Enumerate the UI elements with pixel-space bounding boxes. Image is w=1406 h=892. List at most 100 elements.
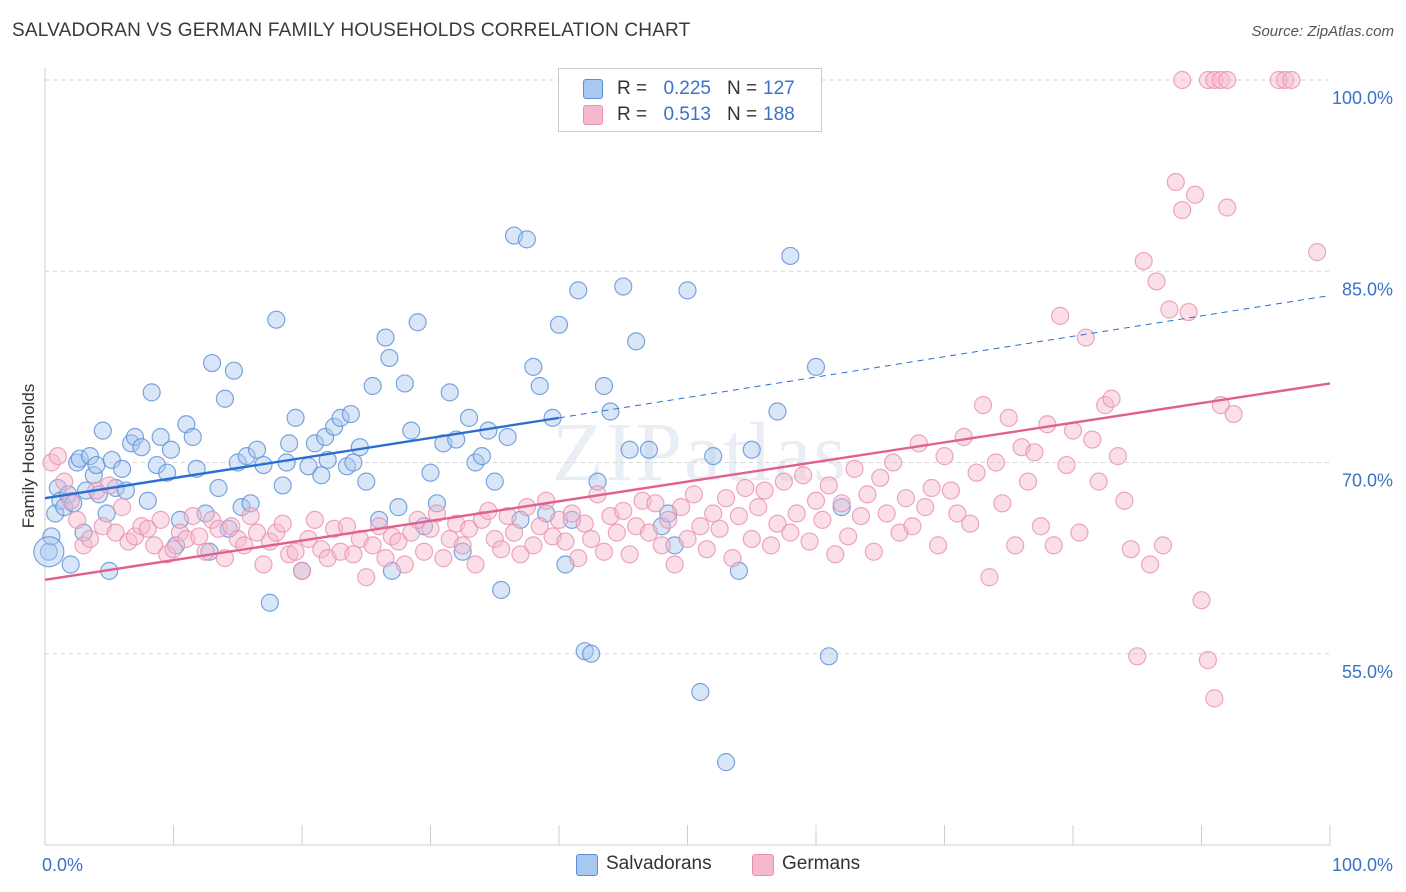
data-point	[562, 504, 581, 523]
data-point	[806, 491, 826, 510]
data-point	[1224, 404, 1243, 424]
data-point	[556, 532, 575, 551]
data-point	[145, 536, 164, 555]
data-point	[1134, 251, 1153, 271]
data-point	[312, 540, 331, 559]
data-point	[106, 523, 125, 542]
data-point	[219, 519, 238, 538]
legend-swatch-blue	[576, 854, 598, 876]
trend-lines	[44, 294, 1331, 581]
data-point	[794, 466, 813, 485]
data-point	[697, 540, 716, 559]
data-point	[781, 246, 800, 266]
data-point	[594, 376, 614, 396]
data-point	[729, 506, 749, 526]
data-point	[138, 491, 157, 510]
data-point	[877, 504, 896, 523]
data-point	[273, 476, 292, 495]
data-point	[1198, 651, 1218, 670]
data-point	[1006, 536, 1025, 555]
data-point	[716, 753, 736, 772]
data-point	[305, 510, 324, 529]
data-point	[61, 491, 80, 510]
data-point	[112, 459, 132, 478]
data-point	[1173, 200, 1192, 220]
y-tick-label: 85.0%	[1342, 279, 1393, 299]
data-point	[671, 498, 691, 517]
data-point	[530, 376, 549, 396]
data-point	[1025, 443, 1044, 462]
data-point	[1205, 689, 1224, 708]
data-point	[472, 510, 491, 529]
data-point	[68, 510, 87, 529]
data-point	[247, 523, 267, 542]
data-point	[331, 408, 350, 427]
data-point	[48, 447, 67, 466]
data-point	[459, 408, 479, 427]
data-point	[1108, 447, 1128, 466]
data-point	[768, 402, 787, 421]
data-point	[620, 440, 639, 459]
data-point	[594, 542, 614, 561]
data-point	[389, 532, 408, 551]
trend-line-salvadorans	[44, 416, 560, 500]
data-point	[305, 434, 324, 453]
data-point	[1179, 302, 1198, 322]
data-point	[832, 494, 851, 513]
trend-line-germans	[44, 382, 1331, 581]
data-point	[1147, 272, 1166, 291]
data-point	[1269, 70, 1288, 90]
data-point	[112, 498, 132, 517]
data-point	[427, 504, 447, 523]
data-point	[61, 555, 80, 574]
n-label: N =	[727, 78, 758, 99]
data-point	[530, 517, 549, 536]
data-point	[614, 277, 633, 296]
data-point	[986, 453, 1006, 472]
data-point	[55, 472, 74, 491]
data-point	[774, 472, 793, 491]
data-point	[215, 389, 234, 408]
data-point	[691, 517, 710, 536]
data-point	[607, 523, 626, 542]
data-point	[659, 510, 678, 529]
data-point	[1038, 415, 1057, 434]
data-point	[151, 510, 170, 529]
data-point	[1031, 517, 1050, 536]
data-point	[582, 529, 601, 549]
legend-swatch-pink	[752, 854, 774, 876]
data-point	[1128, 647, 1147, 666]
data-point	[1282, 70, 1301, 90]
data-point	[434, 549, 453, 568]
series-germans	[42, 70, 1327, 708]
legend-label: Germans	[782, 853, 861, 874]
data-point	[466, 555, 485, 574]
r-value: 0.225	[663, 78, 711, 99]
data-point	[344, 545, 363, 564]
data-point	[414, 542, 434, 561]
data-point	[819, 647, 838, 666]
data-point	[132, 438, 151, 457]
data-point	[684, 485, 704, 504]
data-point	[1076, 328, 1095, 347]
y-tick-label: 55.0%	[1342, 662, 1393, 682]
x-tick-label: 0.0%	[42, 855, 83, 875]
data-point	[813, 510, 832, 529]
chart-title: SALVADORAN VS GERMAN FAMILY HOUSEHOLDS C…	[12, 20, 691, 41]
data-point	[164, 540, 183, 559]
y-tick-label: 70.0%	[1342, 471, 1393, 491]
data-point	[1083, 430, 1102, 449]
data-point	[492, 540, 511, 559]
data-point	[1051, 306, 1070, 325]
data-point	[896, 489, 916, 508]
data-point	[755, 481, 774, 500]
data-point	[704, 504, 723, 523]
data-point	[639, 440, 659, 459]
data-point	[691, 682, 710, 702]
data-point	[312, 466, 331, 485]
data-point	[1308, 243, 1327, 262]
data-point	[1140, 555, 1160, 574]
legend-swatch-pink	[583, 105, 603, 125]
data-point	[492, 580, 511, 600]
